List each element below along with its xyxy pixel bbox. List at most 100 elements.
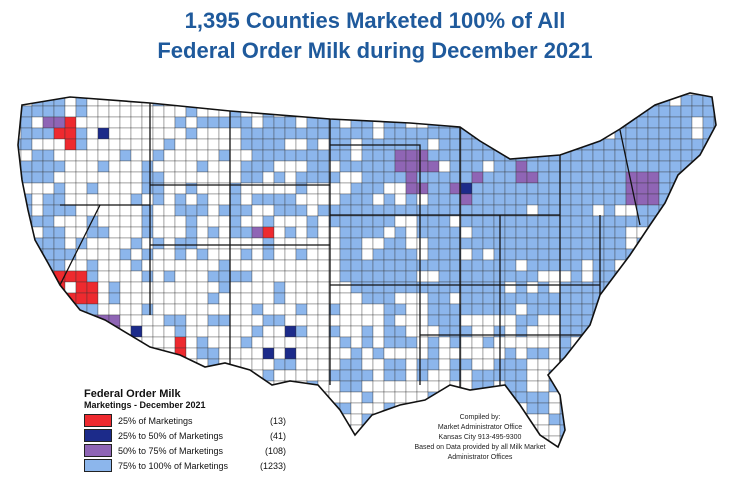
county-cell	[141, 292, 154, 305]
county-cell	[163, 358, 176, 371]
county-cell	[163, 292, 176, 305]
county-cell	[592, 369, 605, 382]
county-cell	[97, 270, 110, 283]
county-cell	[570, 358, 583, 371]
credits-line: Based on Data provided by all Milk Marke…	[414, 444, 546, 451]
county-cell	[438, 94, 451, 107]
county-cell	[141, 347, 154, 360]
county-cell	[174, 336, 187, 349]
county-cell	[108, 149, 121, 162]
county-cell	[625, 325, 638, 338]
county-cell	[515, 270, 528, 283]
county-cell	[31, 116, 44, 129]
county-cell	[669, 435, 682, 447]
county-cell	[592, 127, 605, 140]
county-cell	[647, 116, 660, 129]
county-cell	[350, 303, 363, 316]
county-cell	[108, 270, 121, 283]
county-cell	[383, 336, 396, 349]
county-cell	[42, 182, 55, 195]
county-cell	[504, 270, 517, 283]
county-cell	[713, 358, 716, 371]
county-cell	[75, 281, 88, 294]
county-cell	[713, 226, 716, 239]
county-cell	[658, 215, 671, 228]
county-cell	[537, 292, 550, 305]
county-cell	[152, 292, 165, 305]
county-cell	[20, 138, 33, 151]
county-cell	[339, 149, 352, 162]
county-cell	[64, 160, 77, 173]
county-cell	[559, 116, 572, 129]
county-cell	[251, 171, 264, 184]
county-cell	[372, 314, 385, 327]
county-cell	[504, 193, 517, 206]
county-cell	[680, 303, 693, 316]
county-cell	[350, 446, 363, 447]
county-cell	[592, 358, 605, 371]
county-cell	[614, 347, 627, 360]
county-cell	[416, 237, 429, 250]
county-cell	[416, 193, 429, 206]
county-cell	[119, 358, 132, 371]
county-cell	[559, 259, 572, 272]
county-cell	[350, 358, 363, 371]
county-cell	[31, 105, 44, 118]
county-cell	[427, 94, 440, 107]
county-cell	[75, 105, 88, 118]
county-cell	[262, 336, 275, 349]
county-cell	[152, 303, 165, 316]
county-cell	[669, 193, 682, 206]
state-boundary	[59, 204, 101, 286]
county-cell	[229, 336, 242, 349]
county-cell	[427, 193, 440, 206]
county-cell	[284, 127, 297, 140]
county-cell	[614, 281, 627, 294]
legend-label: 75% to 100% of Marketings	[118, 460, 229, 471]
county-cell	[86, 237, 99, 250]
county-cell	[526, 94, 539, 107]
county-cell	[427, 303, 440, 316]
county-cell	[647, 259, 660, 272]
county-cell	[482, 292, 495, 305]
county-cell	[229, 138, 242, 151]
credits-note: Compiled by: Market Administrator Office…	[380, 413, 580, 463]
legend-count: (108)	[264, 445, 286, 456]
county-cell	[636, 149, 649, 162]
county-cell	[284, 336, 297, 349]
county-cell	[526, 270, 539, 283]
county-cell	[592, 325, 605, 338]
county-cell	[625, 435, 638, 447]
county-cell	[713, 402, 716, 415]
county-cell	[537, 248, 550, 261]
county-cell	[515, 237, 528, 250]
county-cell	[42, 237, 55, 250]
county-cell	[427, 369, 440, 382]
county-cell	[460, 303, 473, 316]
county-cell	[262, 171, 275, 184]
county-cell	[295, 413, 308, 426]
county-cell	[592, 226, 605, 239]
county-cell	[262, 105, 275, 118]
county-cell	[680, 435, 693, 447]
county-cell	[86, 160, 99, 173]
county-cell	[97, 193, 110, 206]
county-cell	[251, 314, 264, 327]
county-cell	[372, 270, 385, 283]
county-cell	[570, 248, 583, 261]
county-cell	[86, 336, 99, 349]
county-cell	[691, 193, 704, 206]
county-cell	[625, 314, 638, 327]
county-cell	[383, 358, 396, 371]
county-cell	[383, 105, 396, 118]
county-cell	[383, 325, 396, 338]
county-cell	[339, 314, 352, 327]
county-cell	[295, 281, 308, 294]
county-cell	[284, 138, 297, 151]
county-cell	[273, 347, 286, 360]
county-cell	[185, 138, 198, 151]
county-cell	[559, 248, 572, 261]
county-cell	[42, 105, 55, 118]
county-cell	[361, 94, 374, 107]
county-cell	[625, 446, 638, 447]
